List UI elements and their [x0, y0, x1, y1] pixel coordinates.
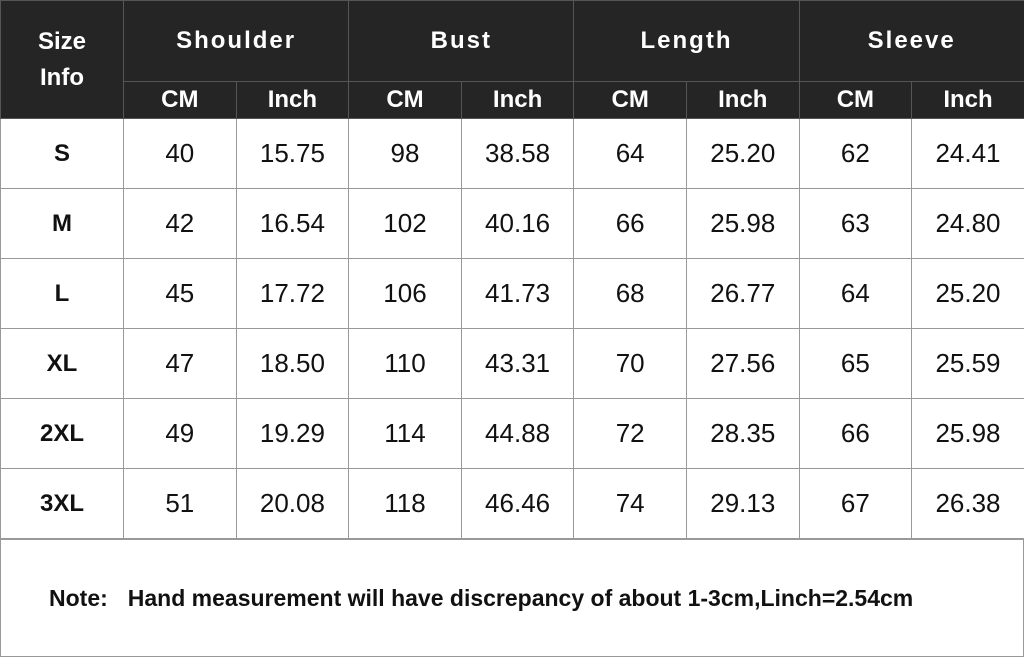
value-cell: 51 [124, 469, 237, 539]
size-cell: 2XL [1, 399, 124, 469]
value-cell: 25.20 [686, 119, 799, 189]
unit-header-inch: Inch [912, 82, 1024, 119]
unit-header-cm: CM [124, 82, 237, 119]
note-label: Note: [49, 585, 108, 612]
value-cell: 43.31 [461, 329, 574, 399]
unit-header-cm: CM [349, 82, 462, 119]
value-cell: 24.80 [912, 189, 1024, 259]
value-cell: 47 [124, 329, 237, 399]
value-cell: 27.56 [686, 329, 799, 399]
value-cell: 65 [799, 329, 912, 399]
value-cell: 25.98 [686, 189, 799, 259]
value-cell: 28.35 [686, 399, 799, 469]
value-cell: 66 [574, 189, 687, 259]
value-cell: 29.13 [686, 469, 799, 539]
value-cell: 24.41 [912, 119, 1024, 189]
group-header-bust: Bust [349, 1, 574, 82]
size-cell: XL [1, 329, 124, 399]
note-text: Hand measurement will have discrepancy o… [128, 585, 913, 612]
note: Note: Hand measurement will have discrep… [0, 539, 1024, 657]
value-cell: 98 [349, 119, 462, 189]
value-cell: 64 [574, 119, 687, 189]
value-cell: 63 [799, 189, 912, 259]
value-cell: 40 [124, 119, 237, 189]
size-cell: L [1, 259, 124, 329]
value-cell: 18.50 [236, 329, 349, 399]
value-cell: 114 [349, 399, 462, 469]
value-cell: 49 [124, 399, 237, 469]
value-cell: 110 [349, 329, 462, 399]
value-cell: 25.59 [912, 329, 1024, 399]
value-cell: 17.72 [236, 259, 349, 329]
value-cell: 44.88 [461, 399, 574, 469]
value-cell: 74 [574, 469, 687, 539]
value-cell: 26.38 [912, 469, 1024, 539]
unit-header-inch: Inch [686, 82, 799, 119]
value-cell: 68 [574, 259, 687, 329]
value-cell: 41.73 [461, 259, 574, 329]
info-label: Info [40, 64, 84, 91]
value-cell: 64 [799, 259, 912, 329]
group-header-length: Length [574, 1, 799, 82]
value-cell: 118 [349, 469, 462, 539]
value-cell: 15.75 [236, 119, 349, 189]
value-cell: 106 [349, 259, 462, 329]
unit-header-inch: Inch [236, 82, 349, 119]
size-cell: S [1, 119, 124, 189]
value-cell: 25.20 [912, 259, 1024, 329]
value-cell: 20.08 [236, 469, 349, 539]
value-cell: 42 [124, 189, 237, 259]
value-cell: 16.54 [236, 189, 349, 259]
value-cell: 45 [124, 259, 237, 329]
size-info-header: Size Info [1, 1, 124, 119]
value-cell: 25.98 [912, 399, 1024, 469]
value-cell: 19.29 [236, 399, 349, 469]
value-cell: 62 [799, 119, 912, 189]
group-header-sleeve: Sleeve [799, 1, 1024, 82]
value-cell: 102 [349, 189, 462, 259]
unit-header-cm: CM [799, 82, 912, 119]
value-cell: 26.77 [686, 259, 799, 329]
size-label: Size [38, 28, 86, 55]
unit-header-inch: Inch [461, 82, 574, 119]
value-cell: 72 [574, 399, 687, 469]
value-cell: 66 [799, 399, 912, 469]
value-cell: 67 [799, 469, 912, 539]
value-cell: 46.46 [461, 469, 574, 539]
value-cell: 40.16 [461, 189, 574, 259]
group-header-shoulder: Shoulder [124, 1, 349, 82]
value-cell: 70 [574, 329, 687, 399]
value-cell: 38.58 [461, 119, 574, 189]
unit-header-cm: CM [574, 82, 687, 119]
size-cell: 3XL [1, 469, 124, 539]
size-cell: M [1, 189, 124, 259]
